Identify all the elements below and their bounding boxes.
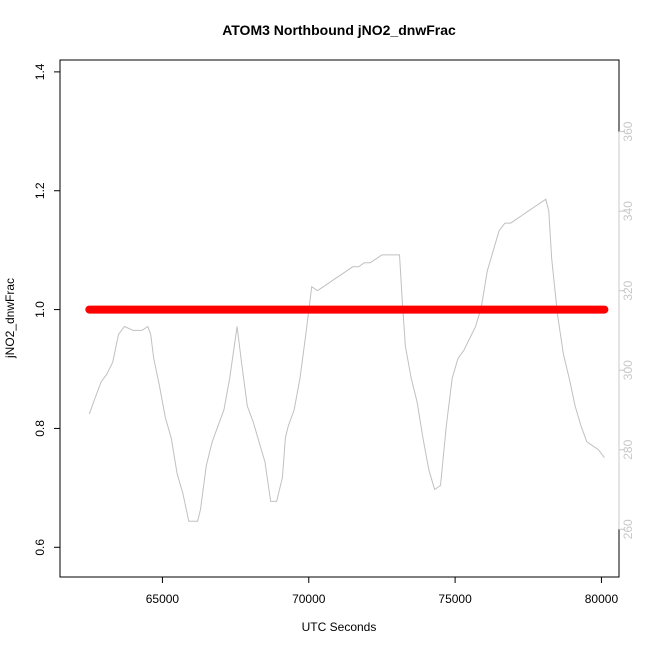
x-tick-label: 65000	[146, 592, 180, 606]
x-tick-label: 80000	[585, 592, 619, 606]
series-layer	[85, 198, 609, 522]
y-axis-label: jNO2_dnwFrac	[3, 278, 17, 359]
y-tick-label: 0.6	[33, 539, 47, 556]
chart-title: ATOM3 Northbound jNO2_dnwFrac	[222, 22, 456, 38]
x-tick-label: 70000	[292, 592, 326, 606]
y2-tick-label: 320	[621, 280, 635, 300]
y2-tick-label: 340	[621, 201, 635, 221]
y-tick-label: 1.4	[33, 63, 47, 80]
x-axis: 65000 70000 75000 80000	[146, 576, 619, 606]
y2-tick-label: 300	[621, 360, 635, 380]
plot-frame	[59, 59, 620, 578]
y2-axis: 260 280 300 320 340 360	[618, 121, 635, 539]
y2-tick-label: 360	[621, 121, 635, 141]
y-tick-label: 1.0	[33, 301, 47, 318]
gray-series-line	[88, 198, 605, 522]
x-tick-label: 75000	[438, 592, 472, 606]
y-tick-label: 0.8	[33, 420, 47, 437]
y2-tick-label: 280	[621, 439, 635, 459]
y-axis: 0.6 0.8 1.0 1.2 1.4	[33, 63, 61, 556]
x-axis-label: UTC Seconds	[302, 620, 377, 634]
y2-tick-label: 260	[621, 519, 635, 539]
y-tick-label: 1.2	[33, 182, 47, 199]
